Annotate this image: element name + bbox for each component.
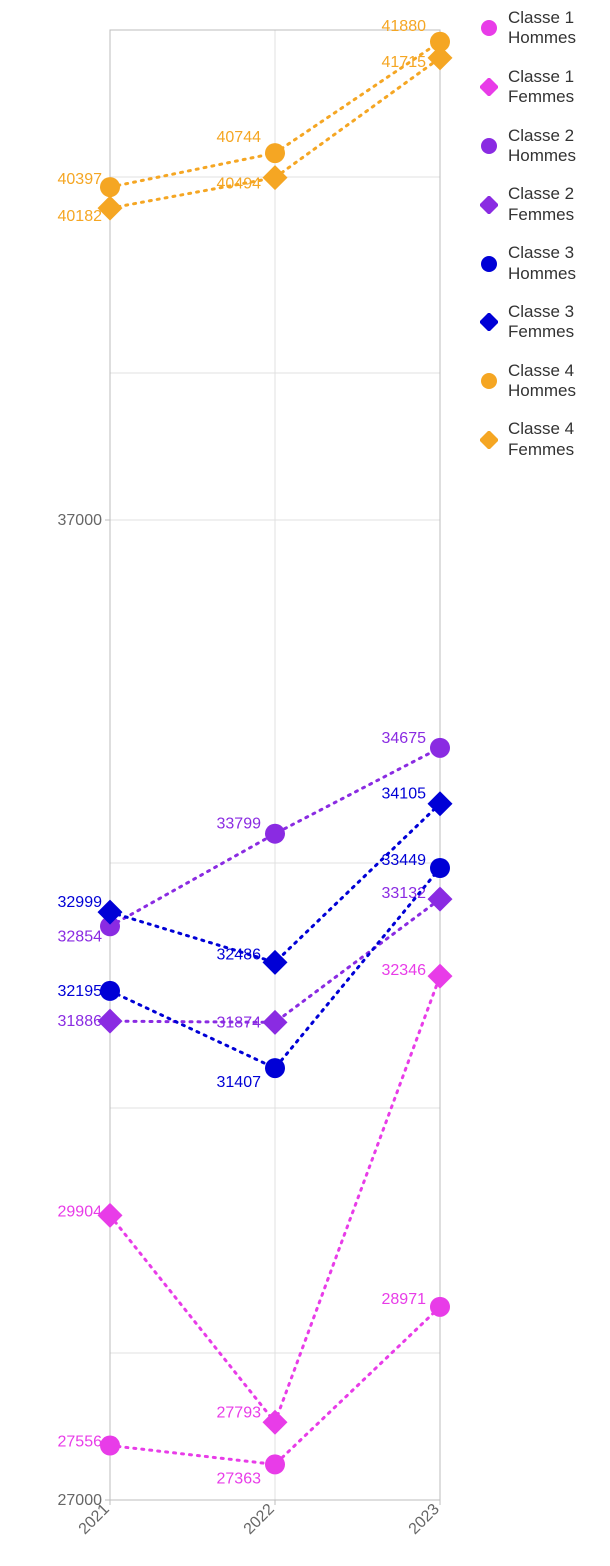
legend-label: Classe 4 Hommes [508,361,576,402]
y-tick-label: 37000 [58,512,103,529]
data-marker [428,45,453,70]
legend-item[interactable]: Classe 1 Femmes [480,67,576,108]
data-label: 34105 [382,786,427,803]
circle-icon [480,372,498,390]
data-label: 31407 [217,1074,262,1091]
circle-icon [480,137,498,155]
legend-label: Classe 3 Femmes [508,302,574,343]
legend-item[interactable]: Classe 3 Femmes [480,302,576,343]
legend-label: Classe 4 Femmes [508,419,574,460]
circle-icon [480,19,498,37]
legend-label: Classe 2 Femmes [508,184,574,225]
legend-label: Classe 1 Hommes [508,8,576,49]
data-marker [263,1410,288,1435]
data-marker [263,1010,288,1035]
legend-item[interactable]: Classe 4 Femmes [480,419,576,460]
data-marker [428,964,453,989]
data-label: 32195 [58,983,103,1000]
data-label: 32999 [58,894,103,911]
legend-label: Classe 3 Hommes [508,243,576,284]
data-marker [263,165,288,190]
data-label: 32346 [382,962,427,979]
data-label: 32854 [58,928,103,945]
legend: Classe 1 Hommes Classe 1 Femmes Classe 2 H… [480,8,576,478]
data-marker [430,738,450,758]
legend-label: Classe 1 Femmes [508,67,574,108]
data-label: 29904 [58,1203,103,1220]
data-label: 40744 [217,129,262,146]
data-label: 28971 [382,1291,427,1308]
data-label: 40397 [58,171,103,188]
data-label: 40494 [217,176,262,193]
legend-item[interactable]: Classe 1 Hommes [480,8,576,49]
data-marker [265,824,285,844]
x-tick-label: 2022 [241,1501,278,1538]
data-marker [100,177,120,197]
circle-icon [480,255,498,273]
data-label: 32486 [217,946,262,963]
data-marker [430,1297,450,1317]
legend-label: Classe 2 Hommes [508,126,576,167]
diamond-icon [480,431,498,449]
legend-item[interactable]: Classe 3 Hommes [480,243,576,284]
data-label: 31886 [58,1013,103,1030]
data-marker [428,791,453,816]
data-label: 41715 [382,54,427,71]
data-marker [100,1436,120,1456]
data-label: 40182 [58,208,103,225]
data-marker [265,1058,285,1078]
data-marker [100,981,120,1001]
x-tick-label: 2023 [406,1501,443,1538]
chart-container: 2700037000202120222023275562736328971299… [0,0,610,1566]
data-label: 27556 [58,1434,103,1451]
data-marker [265,1454,285,1474]
data-label: 34675 [382,730,427,747]
data-label: 33799 [217,816,262,833]
data-label: 31874 [217,1014,262,1031]
data-label: 27363 [217,1470,262,1487]
data-marker [428,887,453,912]
data-marker [265,143,285,163]
legend-item[interactable]: Classe 4 Hommes [480,361,576,402]
data-label: 27793 [217,1404,262,1421]
data-marker [430,858,450,878]
legend-item[interactable]: Classe 2 Hommes [480,126,576,167]
diamond-icon [480,196,498,214]
data-label: 41880 [382,18,427,35]
diamond-icon [480,78,498,96]
diamond-icon [480,313,498,331]
legend-item[interactable]: Classe 2 Femmes [480,184,576,225]
